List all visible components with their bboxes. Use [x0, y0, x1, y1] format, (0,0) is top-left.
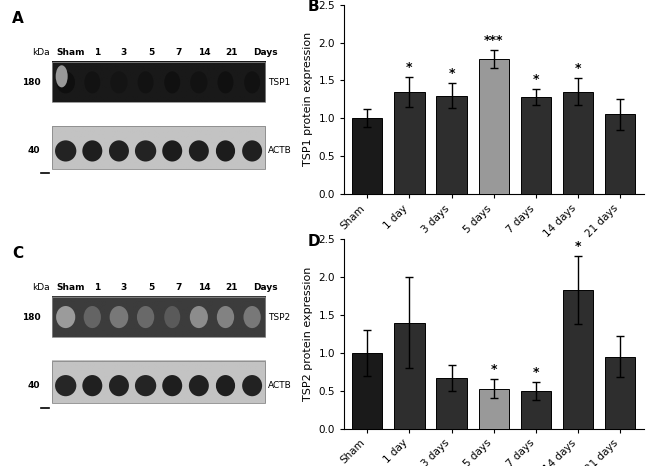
Ellipse shape — [111, 71, 127, 93]
Bar — [563, 290, 593, 429]
Text: TSP1: TSP1 — [268, 78, 291, 87]
Bar — [394, 322, 424, 429]
Ellipse shape — [84, 306, 101, 328]
Ellipse shape — [109, 375, 129, 396]
Text: *: * — [532, 74, 539, 87]
Text: Days: Days — [253, 282, 278, 292]
Text: A: A — [12, 11, 24, 26]
Text: *: * — [491, 363, 497, 376]
Ellipse shape — [57, 71, 75, 93]
Text: ACTB: ACTB — [268, 381, 292, 390]
Ellipse shape — [216, 375, 235, 396]
Text: 7: 7 — [175, 48, 181, 57]
Ellipse shape — [138, 71, 153, 93]
Bar — [352, 118, 382, 194]
Ellipse shape — [189, 140, 209, 162]
Y-axis label: TSP1 protein expression: TSP1 protein expression — [303, 32, 313, 166]
Bar — [394, 92, 424, 194]
Bar — [605, 357, 636, 429]
Ellipse shape — [84, 71, 100, 93]
Ellipse shape — [83, 375, 102, 396]
Bar — [605, 115, 636, 194]
Text: kDa: kDa — [32, 282, 49, 292]
Text: B: B — [308, 0, 320, 14]
Text: 14: 14 — [198, 282, 211, 292]
Ellipse shape — [242, 140, 262, 162]
Bar — [563, 92, 593, 194]
Text: 3: 3 — [120, 48, 127, 57]
Ellipse shape — [244, 306, 261, 328]
Ellipse shape — [55, 140, 76, 162]
Text: *: * — [575, 62, 581, 75]
Ellipse shape — [56, 306, 75, 328]
Ellipse shape — [217, 306, 234, 328]
Bar — [352, 353, 382, 429]
Ellipse shape — [218, 71, 233, 93]
Ellipse shape — [242, 375, 262, 396]
Bar — [436, 378, 467, 429]
Text: 3: 3 — [120, 282, 127, 292]
Text: *: * — [406, 61, 413, 74]
Ellipse shape — [56, 65, 68, 88]
Bar — [436, 96, 467, 194]
Text: TSP2: TSP2 — [268, 313, 291, 322]
Text: kDa: kDa — [32, 48, 49, 57]
Bar — [478, 389, 509, 429]
Ellipse shape — [162, 140, 182, 162]
Bar — [478, 59, 509, 194]
Text: 40: 40 — [28, 146, 40, 156]
Text: *: * — [575, 240, 581, 253]
Bar — [53, 126, 265, 169]
Ellipse shape — [135, 140, 156, 162]
Ellipse shape — [162, 375, 182, 396]
Bar — [53, 62, 265, 103]
Ellipse shape — [244, 71, 260, 93]
Text: C: C — [12, 246, 23, 261]
Text: Days: Days — [253, 48, 278, 57]
Ellipse shape — [137, 306, 154, 328]
Text: 180: 180 — [22, 78, 40, 87]
Ellipse shape — [216, 140, 235, 162]
Ellipse shape — [83, 140, 102, 162]
Ellipse shape — [190, 71, 207, 93]
Bar — [53, 361, 265, 404]
Text: 180: 180 — [22, 313, 40, 322]
Text: 7: 7 — [175, 282, 181, 292]
Ellipse shape — [55, 375, 76, 396]
Ellipse shape — [189, 375, 209, 396]
Text: ***: *** — [484, 34, 504, 47]
Bar — [53, 297, 265, 337]
Text: 40: 40 — [28, 381, 40, 390]
Text: Sham: Sham — [56, 282, 84, 292]
Text: ACTB: ACTB — [268, 146, 292, 156]
Bar — [521, 391, 551, 429]
Ellipse shape — [135, 375, 156, 396]
Text: *: * — [532, 366, 539, 379]
Text: 1: 1 — [94, 282, 100, 292]
Text: 5: 5 — [148, 282, 155, 292]
Ellipse shape — [164, 71, 180, 93]
Ellipse shape — [190, 306, 208, 328]
Ellipse shape — [164, 306, 180, 328]
Y-axis label: TSP2 protein expression: TSP2 protein expression — [303, 267, 313, 401]
Text: Sham: Sham — [56, 48, 84, 57]
Text: 21: 21 — [225, 282, 238, 292]
Text: 21: 21 — [225, 48, 238, 57]
Ellipse shape — [109, 140, 129, 162]
Text: *: * — [448, 67, 455, 80]
Bar — [521, 97, 551, 194]
Ellipse shape — [110, 306, 128, 328]
Text: 1: 1 — [94, 48, 100, 57]
Text: D: D — [308, 233, 320, 249]
Text: 5: 5 — [148, 48, 155, 57]
Text: 14: 14 — [198, 48, 211, 57]
